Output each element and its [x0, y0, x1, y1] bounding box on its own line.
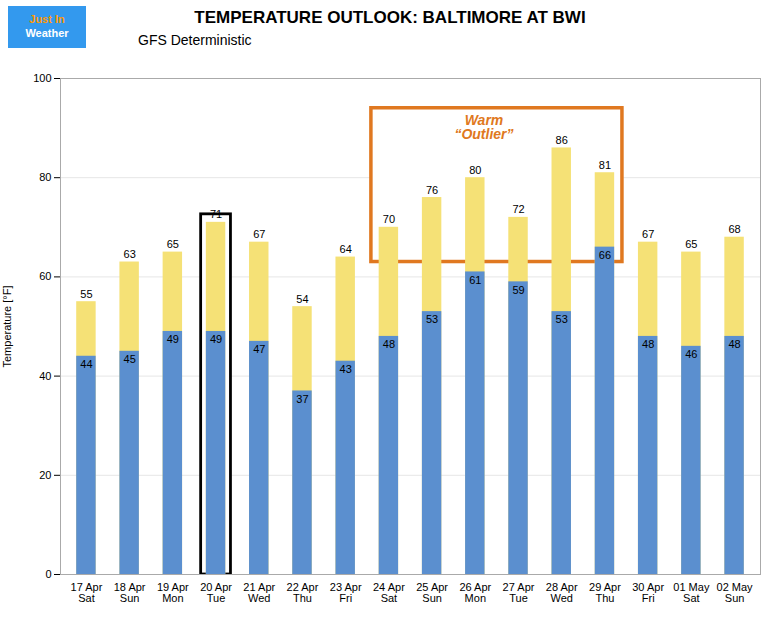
- svg-text:02 MaySun: 02 MaySun: [717, 581, 754, 604]
- svg-text:20: 20: [39, 469, 51, 481]
- svg-text:43: 43: [340, 363, 352, 375]
- svg-text:65: 65: [167, 238, 179, 250]
- svg-text:18 AprSun: 18 AprSun: [114, 581, 146, 604]
- svg-text:76: 76: [426, 184, 438, 196]
- svg-text:25 AprSun: 25 AprSun: [416, 581, 448, 604]
- svg-text:81: 81: [599, 159, 611, 171]
- html-text:Weather: Weather: [25, 27, 69, 39]
- svg-text:53: 53: [556, 313, 568, 325]
- svg-text:26 AprMon: 26 AprMon: [459, 581, 491, 604]
- svg-text:53: 53: [426, 313, 438, 325]
- svg-text:19 AprMon: 19 AprMon: [157, 581, 189, 604]
- svg-text:54: 54: [296, 293, 308, 305]
- svg-text:71: 71: [210, 208, 222, 220]
- svg-text:70: 70: [383, 213, 395, 225]
- svg-text:Warm“Outlier”: Warm“Outlier”: [454, 112, 513, 142]
- svg-text:80: 80: [469, 164, 481, 176]
- svg-text:67: 67: [642, 228, 654, 240]
- svg-text:29 AprThu: 29 AprThu: [589, 581, 621, 604]
- svg-text:17 AprSat: 17 AprSat: [71, 581, 103, 604]
- html-text:GFS Deterministic: GFS Deterministic: [138, 32, 252, 48]
- svg-text:40: 40: [39, 370, 51, 382]
- svg-text:47: 47: [253, 343, 265, 355]
- svg-text:66: 66: [599, 249, 611, 261]
- svg-text:80: 80: [39, 171, 51, 183]
- svg-text:60: 60: [39, 270, 51, 282]
- svg-text:30 AprFri: 30 AprFri: [632, 581, 664, 604]
- html-text:Just In: Just In: [29, 13, 65, 26]
- svg-text:20 AprTue: 20 AprTue: [200, 581, 232, 604]
- svg-text:49: 49: [210, 333, 222, 345]
- svg-text:Temperature [°F]: Temperature [°F]: [1, 285, 13, 367]
- svg-text:86: 86: [556, 134, 568, 146]
- svg-text:27 AprTue: 27 AprTue: [503, 581, 535, 604]
- svg-text:37: 37: [296, 393, 308, 405]
- svg-text:45: 45: [124, 353, 136, 365]
- svg-text:61: 61: [469, 274, 481, 286]
- svg-text:24 AprSat: 24 AprSat: [373, 581, 405, 604]
- svg-text:68: 68: [728, 223, 740, 235]
- svg-text:65: 65: [685, 238, 697, 250]
- svg-text:64: 64: [340, 243, 352, 255]
- svg-text:67: 67: [253, 228, 265, 240]
- svg-text:23 AprFri: 23 AprFri: [330, 581, 362, 604]
- svg-text:01 MaySat: 01 MaySat: [673, 581, 710, 604]
- svg-text:55: 55: [80, 288, 92, 300]
- svg-text:0: 0: [45, 568, 51, 580]
- svg-text:48: 48: [383, 338, 395, 350]
- svg-text:100: 100: [33, 72, 51, 84]
- svg-text:28 AprWed: 28 AprWed: [546, 581, 578, 604]
- svg-text:48: 48: [642, 338, 654, 350]
- svg-text:63: 63: [124, 248, 136, 260]
- svg-text:59: 59: [512, 284, 524, 296]
- svg-text:22 AprThu: 22 AprThu: [287, 581, 319, 604]
- svg-text:72: 72: [512, 203, 524, 215]
- svg-text:44: 44: [80, 358, 92, 370]
- svg-text:46: 46: [685, 348, 697, 360]
- svg-text:48: 48: [728, 338, 740, 350]
- html-text:TEMPERATURE OUTLOOK: BALTIMORE: TEMPERATURE OUTLOOK: BALTIMORE AT BWI: [194, 8, 586, 27]
- svg-text:21 AprWed: 21 AprWed: [243, 581, 275, 604]
- svg-text:49: 49: [167, 333, 179, 345]
